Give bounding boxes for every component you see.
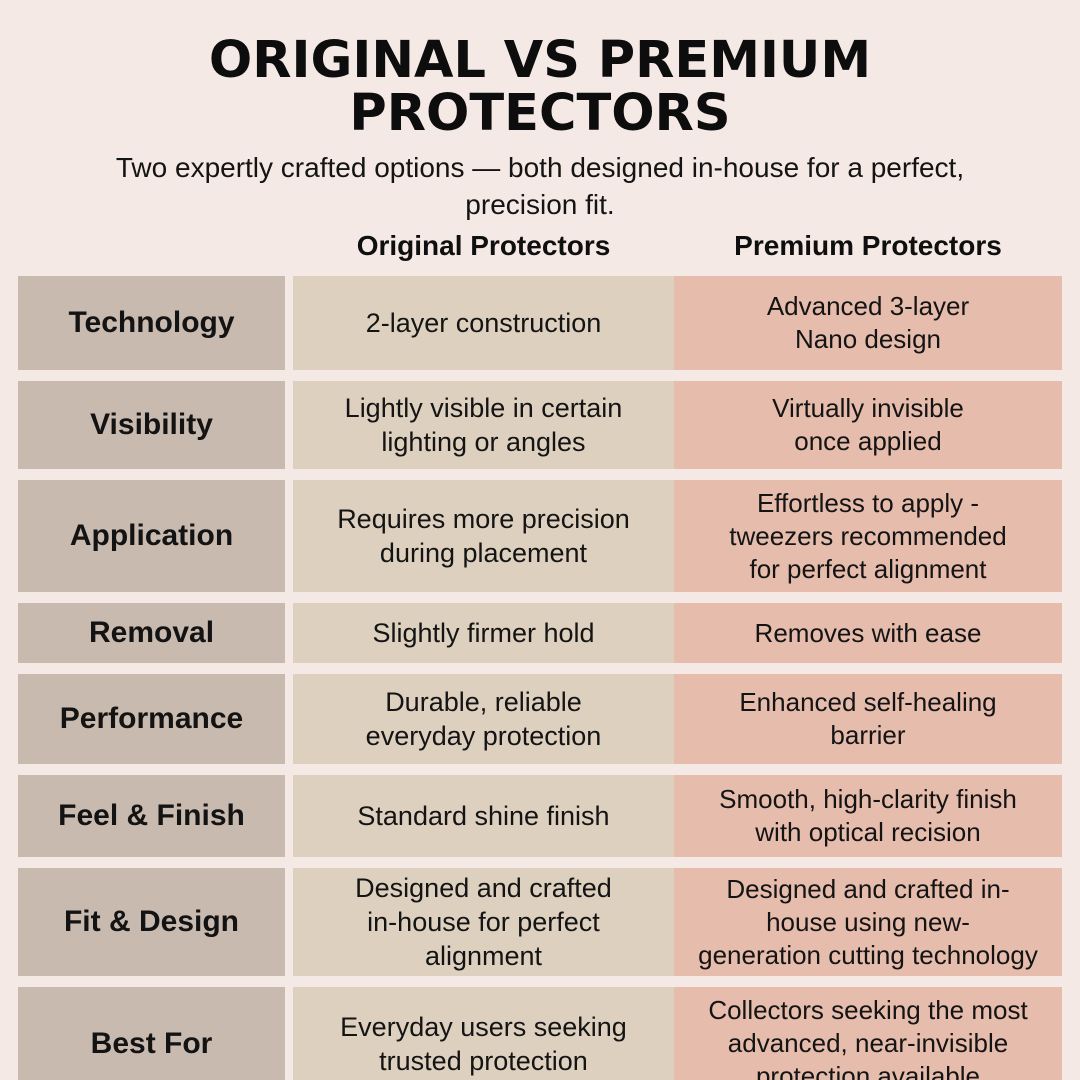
cell-original-feel-finish: Standard shine finish	[293, 775, 674, 857]
cell-premium-best-for: Collectors seeking the most advanced, ne…	[674, 987, 1062, 1080]
cell-premium-visibility: Virtually invisible once applied	[674, 381, 1062, 469]
cell-original-technology: 2-layer construction	[293, 276, 674, 370]
row-label-application: Application	[18, 480, 285, 592]
column-headers: Original Protectors Premium Protectors	[18, 226, 1062, 266]
column-header-original: Original Protectors	[356, 230, 611, 261]
cell-premium-removal: Removes with ease	[674, 603, 1062, 663]
page-subtitle: Two expertly crafted options — both desi…	[115, 152, 965, 220]
row-label-removal: Removal	[18, 603, 285, 663]
cell-premium-fit-design: Designed and crafted in- house using new…	[674, 868, 1062, 976]
row-label-feel-finish: Feel & Finish	[18, 775, 285, 857]
row-label-performance: Performance	[18, 674, 285, 764]
row-label-technology: Technology	[18, 276, 285, 370]
row-label-visibility: Visibility	[18, 381, 285, 469]
cell-original-visibility: Lightly visible in certain lighting or a…	[293, 381, 674, 469]
cell-original-performance: Durable, reliable everyday protection	[293, 674, 674, 764]
row-label-best-for: Best For	[18, 987, 285, 1080]
comparison-table: Technology 2-layer construction Advanced…	[18, 276, 1062, 1080]
cell-original-best-for: Everyday users seeking trusted protectio…	[293, 987, 674, 1080]
cell-original-removal: Slightly firmer hold	[293, 603, 674, 663]
cell-premium-feel-finish: Smooth, high-clarity finish with optical…	[674, 775, 1062, 857]
cell-original-fit-design: Designed and crafted in-house for perfec…	[293, 868, 674, 976]
row-label-fit-design: Fit & Design	[18, 868, 285, 976]
cell-original-application: Requires more precision during placement	[293, 480, 674, 592]
cell-premium-technology: Advanced 3-layer Nano design	[674, 276, 1062, 370]
page-title: ORIGINAL VS PREMIUM PROTECTORS	[208, 31, 872, 143]
column-header-premium: Premium Protectors	[734, 230, 1002, 261]
cell-premium-performance: Enhanced self-healing barrier	[674, 674, 1062, 764]
cell-premium-application: Effortless to apply - tweezers recommend…	[674, 480, 1062, 592]
